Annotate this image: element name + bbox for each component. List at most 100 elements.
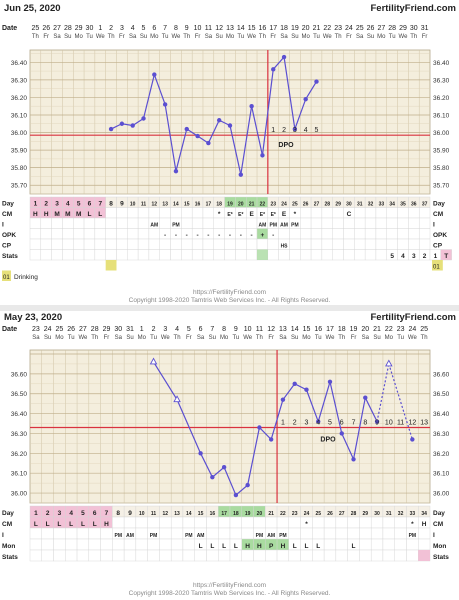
y-tick-label: 36.60 [11,371,28,378]
y-tick-label: 36.10 [433,471,450,478]
cell-value: - [229,232,231,239]
row-cell [112,516,125,529]
row-cell [359,549,372,562]
cell-value: L [93,521,97,528]
row-cell [29,527,42,540]
date-row-label: Date [2,25,17,32]
row-cell [288,527,301,540]
date-tick-label: 1 [98,25,102,32]
brand-link[interactable]: FertilityFriend.com [370,3,456,14]
cell-value: 18 [216,202,222,208]
cell-value: 29 [335,202,341,208]
temp-point [227,123,233,128]
panel-separator [0,305,459,311]
row-cell [397,238,409,250]
row-cell [323,538,337,551]
cell-value: 5 [81,510,85,517]
plot-area [29,49,431,195]
date-tick-label: 28 [91,326,99,333]
row-cell [62,217,74,229]
y-tick-label: 36.60 [433,371,450,378]
row-cell [127,238,139,250]
cell-value: 5 [390,253,394,260]
row-label-opk-right: OPK [433,232,447,239]
cell-value: 23 [292,511,298,517]
cell-value: E [249,211,254,218]
row-cell [191,217,204,229]
date-tick-label: 19 [350,326,358,333]
row-label-day-right: Day [433,510,445,517]
date-tick-label: 6 [152,25,156,32]
weekday-label: Th [91,335,98,341]
row-cell [229,549,242,562]
date-tick-label: 8 [174,25,178,32]
temp-line-segment [142,74,155,119]
date-tick-label: 21 [313,25,321,32]
y-tick-label: 36.40 [433,60,450,67]
row-cell [241,527,254,540]
temp-line-segment [251,106,264,156]
dpo-label: DPO [320,436,336,443]
row-cell [364,207,377,219]
weekday-label: Sa [129,34,137,40]
row-cell [73,249,85,261]
row-cell [41,538,54,551]
row-cell [397,217,409,229]
weekday-label: Fr [422,34,428,40]
cell-value: 15 [184,202,190,208]
row-cell [265,516,278,529]
date-tick-label: 19 [291,25,299,32]
cell-value: * [411,521,414,528]
cell-value: M [65,211,70,218]
row-cell [265,549,278,562]
footer-url[interactable]: https://FertilityFriend.com [193,289,266,296]
row-cell [202,217,214,229]
date-tick-label: 21 [373,326,381,333]
y-tick-label: 36.10 [433,112,450,119]
y-tick-label: 36.10 [11,112,28,119]
cell-value: 27 [314,202,320,208]
date-tick-label: 25 [420,326,428,333]
row-cell [332,238,344,250]
row-cell [116,217,128,229]
cell-value: PM [279,533,287,539]
note-code-right: 01 [433,265,440,271]
row-cell [170,238,182,250]
row-cell [300,249,312,261]
weekday-label: Tu [232,335,239,341]
cell-value: 32 [398,511,404,517]
row-cell [310,238,323,250]
temp-line-segment [247,427,260,486]
y-tick-label: 36.10 [11,471,28,478]
y-tick-label: 35.70 [11,183,28,190]
temp-line-segment [305,81,317,100]
row-cell [213,217,225,229]
row-cell [276,516,290,529]
date-tick-label: 4 [131,25,135,32]
row-cell [276,549,290,562]
weekday-label: Sa [356,34,364,40]
temp-line-segment [153,74,166,105]
weekday-label: We [171,34,181,40]
cell-value: 33 [410,511,416,517]
row-cell [105,228,117,240]
dpo-number: 11 [397,419,404,426]
date-tick-label: 2 [109,25,113,32]
row-cell [408,238,420,250]
row-cell [321,249,333,261]
cell-value: 31 [386,511,392,517]
row-cell [397,207,409,219]
cell-value: H [257,543,262,550]
row-cell [202,249,214,261]
row-cell [213,238,225,250]
weekday-label: Tu [389,34,396,40]
weekday-label: Fr [43,34,49,40]
row-cell [347,516,360,529]
date-tick-label: 3 [120,25,124,32]
row-cell [202,207,214,219]
footer-url[interactable]: https://FertilityFriend.com [193,582,266,589]
temp-line-segment [317,381,331,422]
brand-link[interactable]: FertilityFriend.com [370,312,456,323]
weekday-label: Tu [397,335,404,341]
date-tick-label: 24 [44,326,52,333]
